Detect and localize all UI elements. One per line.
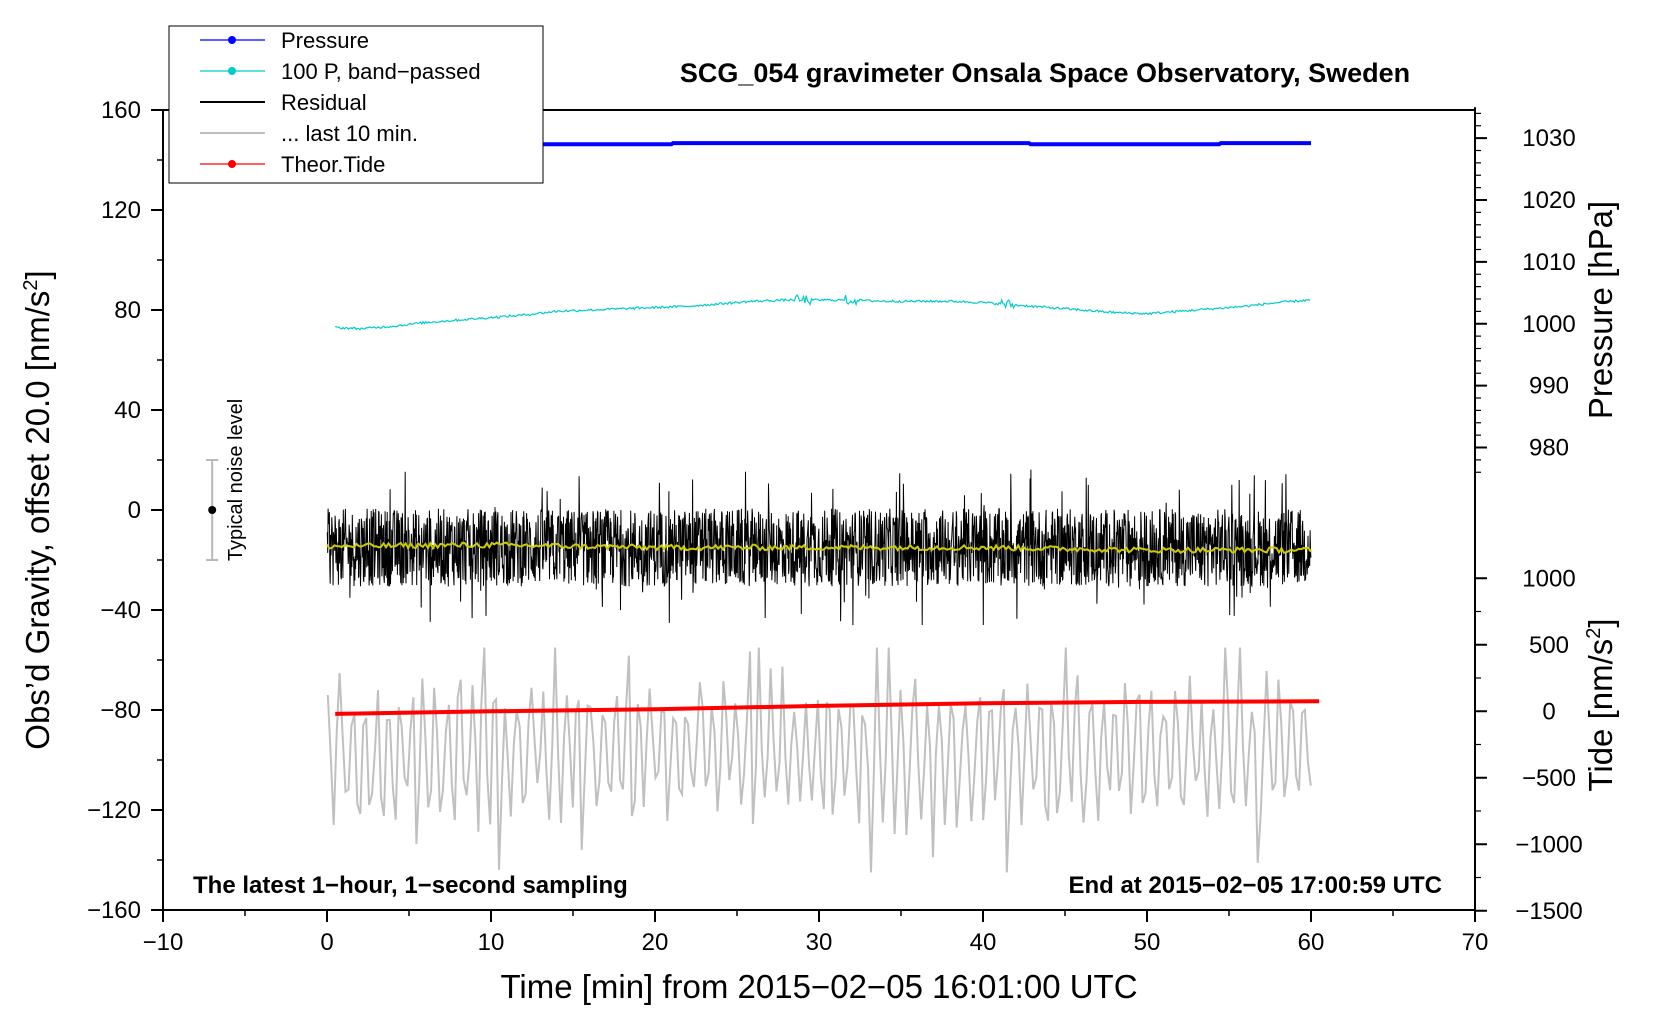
x-tick-label: 50 xyxy=(1134,929,1161,956)
legend-marker xyxy=(228,36,236,44)
tide-tick-label: −1500 xyxy=(1515,898,1582,925)
pressure-tick-label: 1000 xyxy=(1522,311,1575,338)
y-tick-label: 120 xyxy=(101,197,141,224)
noise-level-indicator: Typical noise level xyxy=(206,399,247,561)
tide-tick-label: 1000 xyxy=(1522,565,1575,592)
plot-frame xyxy=(162,109,1476,911)
pressure-tick-label: 990 xyxy=(1529,373,1569,400)
y-tick-label: 40 xyxy=(114,397,141,424)
y-axis-left-label-sup: 2 xyxy=(20,279,42,290)
y-tick-label: −120 xyxy=(87,797,141,824)
y-axis-tide-label-sup: 2 xyxy=(1583,628,1605,639)
series-pressure xyxy=(340,141,1311,147)
series-layer xyxy=(326,141,1320,873)
x-tick-label: 10 xyxy=(478,929,505,956)
tide-tick-label: 0 xyxy=(1542,698,1555,725)
y-axis-left-label-close: ] xyxy=(19,270,56,279)
y-axis-left-label-main: Obs’d Gravity, offset 20.0 [nm/s xyxy=(19,291,56,750)
y-tick-label: 0 xyxy=(128,497,141,524)
legend-label: ... last 10 min. xyxy=(281,121,418,146)
tide-tick-label: 500 xyxy=(1529,632,1569,659)
y-axis-tide-label-main: Tide [nm/s xyxy=(1582,639,1619,792)
legend-label: Residual xyxy=(281,90,367,115)
y-tick-label: −160 xyxy=(87,897,141,924)
x-tick-label: 30 xyxy=(806,929,833,956)
y-axis-tide-label: Tide [nm/s2] xyxy=(1582,618,1619,791)
legend-marker xyxy=(228,67,236,75)
series-residual-smoothed xyxy=(326,541,1312,555)
x-tick-label: 70 xyxy=(1462,929,1489,956)
y-tick-label: −40 xyxy=(100,597,141,624)
y-tick-label: 80 xyxy=(114,297,141,324)
y-axis-left: 160 120 80 40 0 −40 −80 −120 −160 xyxy=(87,97,163,924)
y-tick-label: −80 xyxy=(100,697,141,724)
noise-label: Typical noise level xyxy=(225,399,247,561)
x-tick-label: 0 xyxy=(320,929,333,956)
y-axis-pressure: 1030 1020 1010 1000 990 980 xyxy=(1474,107,1576,479)
y-axis-left-label: Obs’d Gravity, offset 20.0 [nm/s2] xyxy=(19,270,56,749)
series-last-10-min xyxy=(326,647,1312,873)
y-tick-label: 160 xyxy=(101,97,141,124)
x-tick-label: 40 xyxy=(970,929,997,956)
y-axis-pressure-label: Pressure [hPa] xyxy=(1582,201,1619,419)
pressure-tick-label: 1030 xyxy=(1522,125,1575,152)
legend-label: Pressure xyxy=(281,28,369,53)
legend-box xyxy=(168,25,544,184)
legend-label: 100 P, band−passed xyxy=(281,59,481,84)
chart-title: SCG_054 gravimeter Onsala Space Observat… xyxy=(680,58,1410,88)
annotation-sampling: The latest 1−hour, 1−second sampling xyxy=(193,872,628,899)
x-tick-label: 60 xyxy=(1298,929,1325,956)
x-axis: −10 0 10 20 30 40 50 60 70 xyxy=(143,910,1489,956)
annotation-end-time: End at 2015−02−05 17:00:59 UTC xyxy=(1068,872,1442,899)
y-axis-tide: 1000 500 0 −500 −1000 −1500 xyxy=(1475,565,1583,925)
pressure-tick-label: 1010 xyxy=(1522,249,1575,276)
tide-tick-label: −1000 xyxy=(1515,831,1582,858)
tide-tick-label: −500 xyxy=(1522,765,1576,792)
series-band-passed xyxy=(335,293,1311,331)
pressure-tick-label: 1020 xyxy=(1522,187,1575,214)
series-theor-tide xyxy=(335,699,1320,716)
x-axis-label: Time [min] from 2015−02−05 16:01:00 UTC xyxy=(500,968,1137,1005)
x-tick-label: 20 xyxy=(642,929,669,956)
noise-center-dot xyxy=(208,506,217,514)
pressure-tick-label: 980 xyxy=(1529,435,1569,462)
x-tick-label: −10 xyxy=(143,929,184,956)
legend: Pressure 100 P, band−passed Residual ... la… xyxy=(168,25,544,184)
y-axis-tide-label-close: ] xyxy=(1582,618,1619,627)
legend-marker xyxy=(228,160,236,168)
legend-label: Theor.Tide xyxy=(281,152,385,177)
